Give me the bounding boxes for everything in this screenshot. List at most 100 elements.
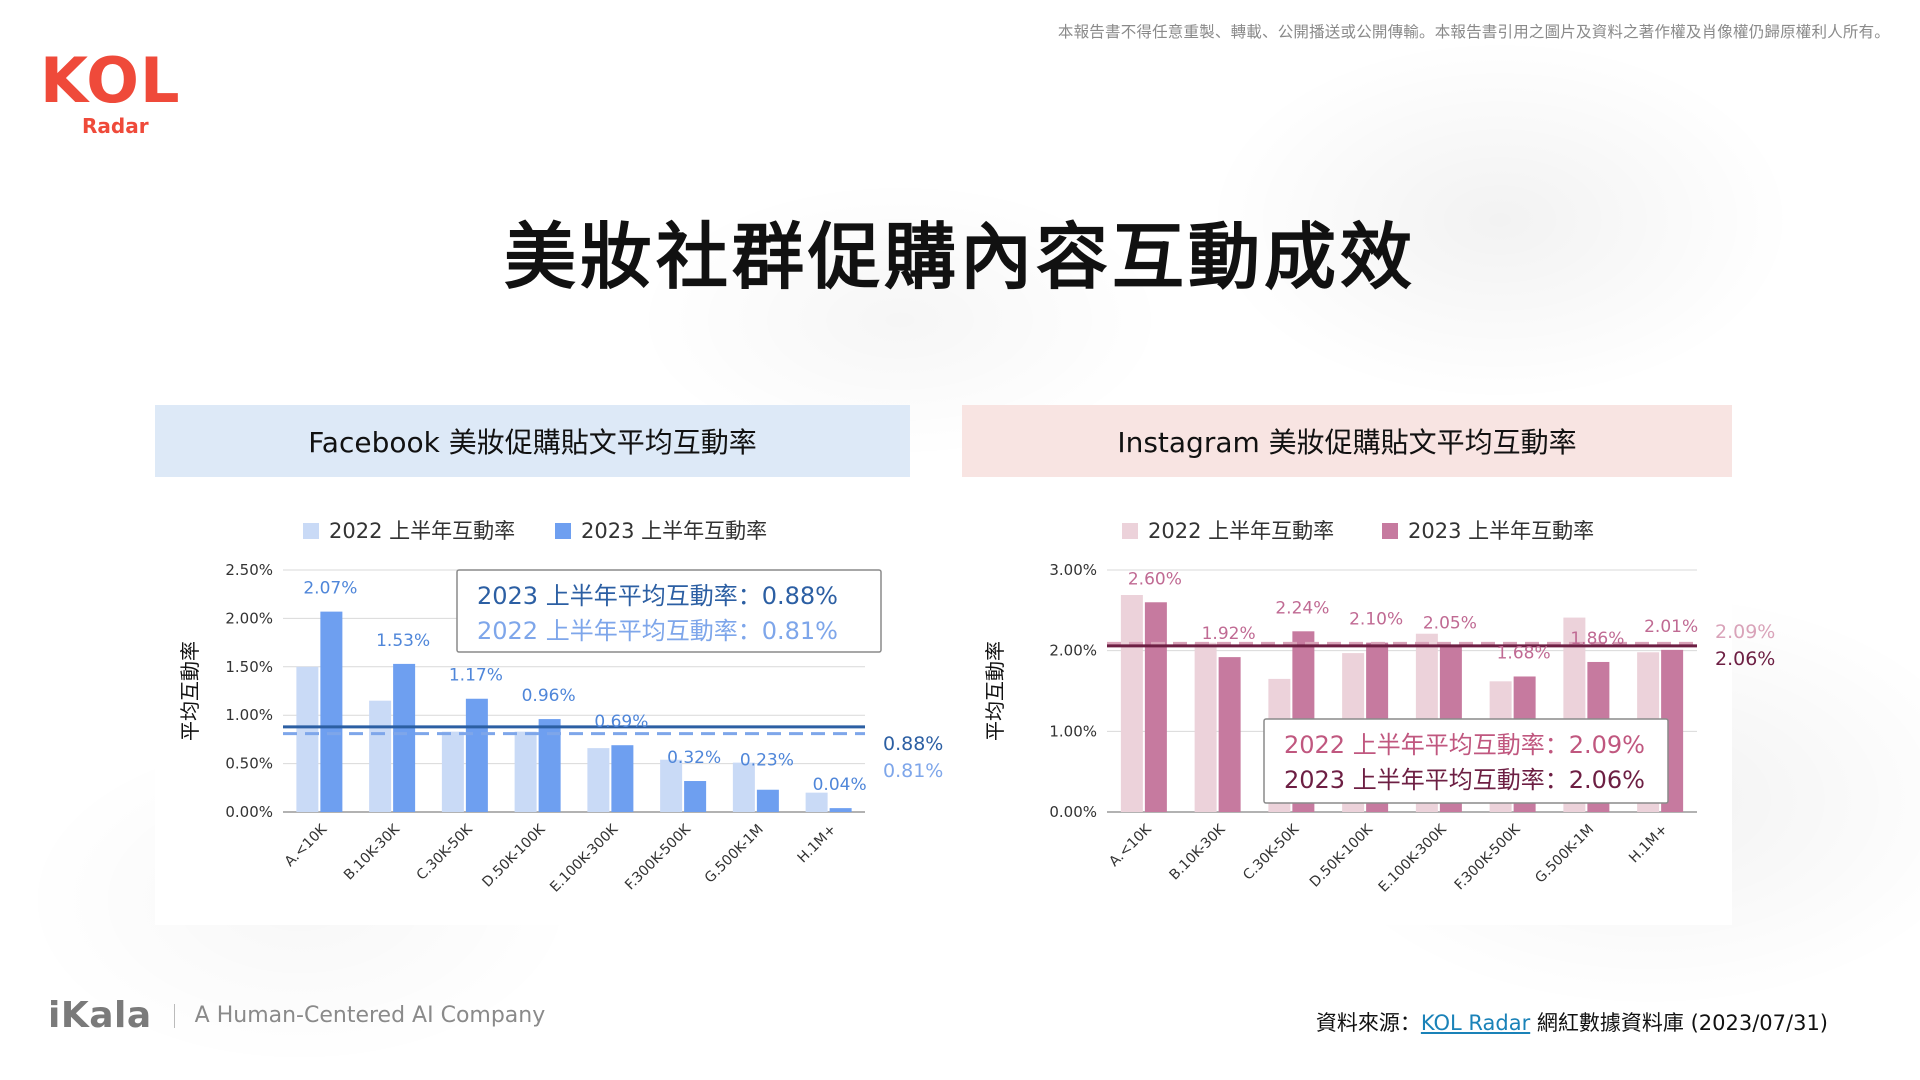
data-label: 0.69%: [594, 712, 648, 732]
legend-label: 2023 上半年互動率: [1408, 519, 1594, 543]
facebook-chart-title: Facebook 美妝促購貼文平均互動率: [155, 405, 910, 477]
annotation-text: 2023 上半年平均互動率：0.88%: [477, 582, 838, 610]
x-tick-label: E.100K-300K: [547, 821, 622, 896]
bar: [1120, 595, 1143, 812]
facebook-bar-chart: 2022 上半年互動率 2023 上半年互動率 0.00% 0.50% 1.00% 1.5…: [178, 519, 943, 896]
bar: [369, 700, 392, 812]
data-label: 2.07%: [303, 579, 357, 599]
data-source: 資料來源：KOL Radar 網紅數據資料庫 (2023/07/31): [1316, 1007, 1828, 1037]
data-label: 1.86%: [1570, 629, 1624, 649]
annotation-text: 2023 上半年平均互動率：2.06%: [1284, 766, 1645, 794]
source-link[interactable]: KOL Radar: [1420, 1011, 1531, 1035]
instagram-chart-title: Instagram 美妝促購貼文平均互動率: [962, 405, 1732, 477]
x-tick-label: B.10K-30K: [1166, 821, 1229, 884]
x-tick-label: H.1M+: [795, 822, 840, 867]
legend-label: 2022 上半年互動率: [329, 519, 515, 543]
y-tick-label: 2.50%: [225, 561, 273, 579]
data-label: 0.23%: [740, 751, 794, 771]
data-label: 0.04%: [813, 775, 867, 795]
data-label: 2.10%: [1349, 610, 1403, 630]
average-line-label: 0.88%: [883, 733, 943, 755]
bar: [441, 731, 464, 812]
average-annotation-box: [456, 569, 882, 653]
y-tick-label: 1.00%: [225, 706, 273, 724]
average-line-label: 2.06%: [1715, 648, 1775, 670]
y-tick-label: 1.00%: [1049, 722, 1097, 740]
data-label: 2.24%: [1275, 598, 1329, 618]
bar: [829, 808, 852, 812]
x-tick-label: B.10K-30K: [341, 821, 404, 884]
footer-divider: [173, 1003, 175, 1028]
bar: [732, 762, 755, 812]
y-tick-label: 3.00%: [1049, 561, 1097, 579]
bar: [805, 792, 828, 812]
bar: [296, 666, 319, 812]
kol-radar-logo: KOL Radar: [40, 46, 200, 146]
footer-tagline: A Human-Centered AI Company: [194, 1003, 546, 1028]
y-tick-label: 0.00%: [225, 803, 273, 821]
logo-sub-text: Radar: [82, 114, 149, 138]
y-tick-label: 2.00%: [225, 609, 273, 627]
bar: [660, 759, 683, 812]
legend-label: 2023 上半年互動率: [581, 519, 767, 543]
data-label: 2.60%: [1128, 569, 1182, 589]
x-tick-label: F.300K-500K: [622, 821, 694, 893]
data-label: 1.68%: [1497, 643, 1551, 663]
bar: [1218, 657, 1241, 812]
bar: [1144, 602, 1167, 812]
bar: [1194, 642, 1217, 812]
data-label: 2.01%: [1644, 617, 1698, 637]
average-annotation-box: [1263, 718, 1669, 804]
annotation-text: 2022 上半年平均互動率：2.09%: [1284, 731, 1645, 759]
bar: [611, 745, 634, 812]
data-label: 0.96%: [522, 686, 576, 706]
x-tick-label: D.50K-100K: [479, 821, 549, 891]
instagram-bar-chart: 2022 上半年互動率 2023 上半年互動率 0.00% 1.00% 2.00% 3.0…: [983, 519, 1775, 896]
bar: [514, 731, 537, 812]
x-tick-label: G.500K-1M: [1532, 822, 1597, 887]
x-tick-label: C.30K-50K: [1240, 821, 1303, 884]
legend-swatch: [555, 523, 571, 539]
y-axis-title: 平均互動率: [178, 641, 202, 741]
legend-swatch: [303, 523, 319, 539]
logo-main-text: KOL: [40, 44, 181, 117]
bar: [756, 789, 779, 812]
facebook-chart-panel: Facebook 美妝促購貼文平均互動率 2022 上半年互動率 2023 上半年…: [155, 405, 943, 925]
data-label: 1.17%: [449, 666, 503, 686]
x-tick-label: E.100K-300K: [1376, 821, 1451, 896]
instagram-chart-panel: Instagram 美妝促購貼文平均互動率 2022 上半年互動率 2023 上半…: [962, 405, 1775, 925]
page-title: 美妝社群促購內容互動成效: [503, 215, 1416, 299]
y-tick-label: 1.50%: [225, 658, 273, 676]
bar: [587, 748, 610, 812]
y-tick-label: 0.00%: [1049, 803, 1097, 821]
source-prefix: 資料來源：: [1315, 1011, 1421, 1035]
bar: [320, 611, 343, 812]
x-tick-label: D.50K-100K: [1307, 821, 1377, 891]
legend-label: 2022 上半年互動率: [1148, 519, 1334, 543]
footer-brand: iKala A Human-Centered AI Company: [48, 995, 545, 1036]
legend-swatch: [1382, 523, 1398, 539]
data-label: 2.05%: [1423, 614, 1477, 634]
annotation-text: 2022 上半年平均互動率：0.81%: [477, 617, 838, 645]
bar: [465, 698, 488, 812]
x-tick-label: F.300K-500K: [1452, 821, 1524, 893]
legend-swatch: [1122, 523, 1138, 539]
data-label: 1.92%: [1202, 624, 1256, 644]
x-tick-label: G.500K-1M: [702, 822, 767, 887]
data-label: 1.53%: [376, 631, 430, 651]
source-suffix: 網紅數據資料庫 (2023/07/31): [1530, 1011, 1828, 1035]
average-line-label: 0.81%: [883, 760, 943, 782]
y-tick-label: 0.50%: [225, 755, 273, 773]
x-tick-label: A.<10K: [1106, 821, 1155, 870]
bar: [393, 663, 416, 812]
ikala-logo: iKala: [48, 995, 152, 1036]
x-tick-label: A.<10K: [282, 821, 331, 870]
x-tick-label: H.1M+: [1626, 822, 1671, 867]
x-tick-label: C.30K-50K: [414, 821, 477, 884]
y-tick-label: 2.00%: [1049, 642, 1097, 660]
data-label: 0.32%: [667, 748, 721, 768]
copyright-notice: 本報告書不得任意重製、轉載、公開播送或公開傳輸。本報告書引用之圖片及資料之著作權…: [1057, 23, 1890, 41]
bar: [684, 781, 707, 812]
average-line-label: 2.09%: [1715, 621, 1775, 643]
bar: [538, 719, 561, 812]
